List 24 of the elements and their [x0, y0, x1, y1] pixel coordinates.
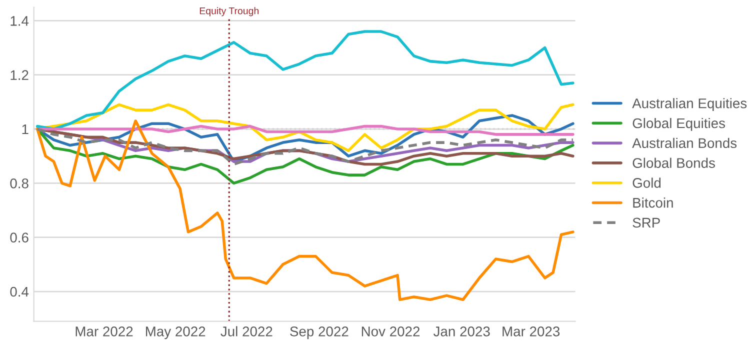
y-tick-label: 1.2 — [10, 70, 28, 80]
legend-label: SRP — [632, 218, 660, 228]
line-series — [36, 120, 574, 302]
legend-label: Australian Bonds — [632, 138, 737, 148]
legend-label: Australian Equities — [632, 98, 747, 112]
y-tick-label: 0.6 — [10, 232, 28, 243]
y-tick-label: 1.4 — [10, 16, 29, 26]
x-tick-label: Jul 2022 — [220, 326, 272, 336]
legend-label: Global Bonds — [632, 158, 715, 168]
x-tick-label: Mar 2023 — [502, 326, 560, 336]
y-tick-label: 0.8 — [10, 178, 28, 188]
x-tick-label: Sep 2022 — [290, 326, 348, 340]
legend-label: Global Equities — [632, 118, 725, 131]
line-series — [36, 124, 574, 136]
legend-label: Gold — [632, 178, 661, 188]
legend-label: Bitcoin — [633, 198, 673, 208]
y-tick-label: 0.4 — [10, 286, 29, 297]
x-tick-label: May 2022 — [146, 326, 206, 340]
x-tick-label: Mar 2022 — [76, 326, 133, 336]
y-tick-label: 1 — [22, 124, 28, 134]
ref-line-label: Equity Trough — [200, 7, 258, 16]
x-tick-label: Nov 2022 — [362, 326, 420, 336]
x-tick-label: Jan 2023 — [433, 326, 490, 336]
line-series — [36, 30, 574, 130]
